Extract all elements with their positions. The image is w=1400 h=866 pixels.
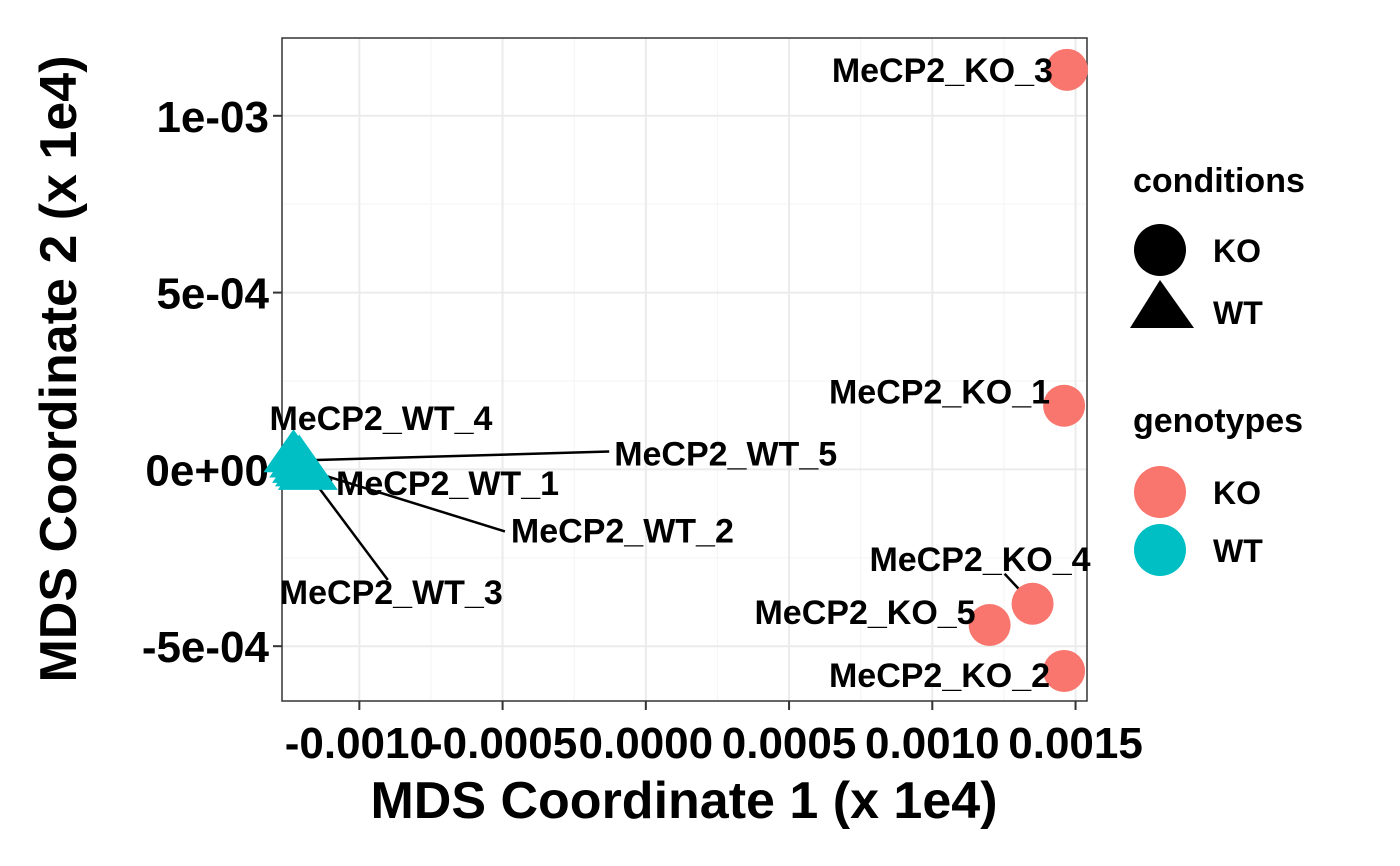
point-label: MeCP2_KO_4 bbox=[869, 541, 1090, 579]
legend-color-wt-icon bbox=[1134, 524, 1186, 576]
y-tick-label: 1e-03 bbox=[156, 93, 269, 142]
point-ko-circle bbox=[1011, 582, 1054, 625]
point-ko-circle bbox=[968, 603, 1011, 646]
point-label: MeCP2_WT_4 bbox=[269, 400, 492, 438]
legend-title-conditions: conditions bbox=[1133, 162, 1305, 200]
x-tick-label: 0.0005 bbox=[722, 719, 857, 768]
y-axis-title: MDS Coordinate 2 (x 1e4) bbox=[30, 55, 88, 682]
legend-label-condition-wt: WT bbox=[1213, 295, 1263, 331]
label-leader-line bbox=[299, 450, 610, 462]
point-label: MeCP2_KO_2 bbox=[829, 657, 1050, 695]
x-tick-label: -0.0005 bbox=[428, 719, 577, 768]
x-tick-label: 0.0010 bbox=[865, 719, 1000, 768]
point-label: MeCP2_KO_3 bbox=[832, 52, 1053, 90]
x-tick-label: 0.0015 bbox=[1008, 719, 1143, 768]
point-ko-circle bbox=[1045, 48, 1088, 91]
point-label: MeCP2_KO_5 bbox=[754, 594, 975, 632]
y-tick-label: 0e+00 bbox=[145, 446, 269, 495]
legend-color-ko-icon bbox=[1134, 466, 1186, 518]
legend-label-genotype-wt: WT bbox=[1213, 533, 1263, 569]
legend-title-genotypes: genotypes bbox=[1133, 402, 1303, 440]
point-ko-circle bbox=[1043, 649, 1086, 692]
legend-triangle-shape-icon bbox=[1130, 280, 1194, 328]
point-label: MeCP2_KO_1 bbox=[829, 374, 1050, 412]
legend: conditions KO WT genotypes KO WT bbox=[1130, 162, 1305, 576]
point-wt-triangle bbox=[277, 446, 338, 490]
x-axis-title: MDS Coordinate 1 (x 1e4) bbox=[370, 772, 997, 830]
y-tick-label: 5e-04 bbox=[156, 270, 269, 319]
label-leader-line bbox=[306, 472, 389, 581]
point-label: MeCP2_WT_2 bbox=[511, 512, 734, 550]
point-label: MeCP2_WT_5 bbox=[614, 436, 837, 474]
point-label: MeCP2_WT_1 bbox=[336, 465, 559, 503]
y-tick-label: -5e-04 bbox=[142, 623, 270, 672]
legend-label-condition-ko: KO bbox=[1213, 233, 1261, 269]
point-label: MeCP2_WT_3 bbox=[280, 574, 503, 612]
legend-circle-shape-icon bbox=[1134, 224, 1186, 276]
point-ko-circle bbox=[1043, 384, 1086, 427]
x-tick-label: 0.0000 bbox=[579, 719, 714, 768]
plot-panel-border bbox=[281, 37, 1088, 702]
x-tick-label: -0.0010 bbox=[285, 719, 434, 768]
legend-label-genotype-ko: KO bbox=[1213, 475, 1261, 511]
label-leader-line bbox=[304, 468, 506, 533]
